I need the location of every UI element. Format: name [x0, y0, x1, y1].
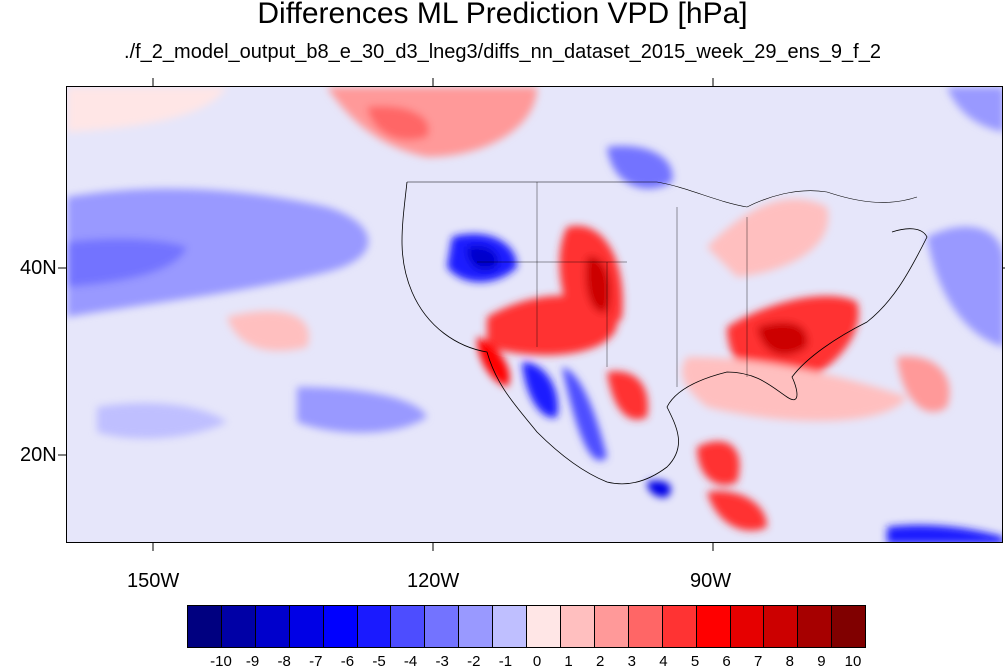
colorbar-label: 4 — [659, 653, 668, 670]
colorbar-label: -10 — [210, 653, 232, 670]
colorbar-cell — [323, 606, 358, 647]
colorbar-label: -4 — [403, 653, 418, 670]
colorbar-label: 2 — [596, 653, 605, 670]
colorbar-cell — [425, 606, 460, 647]
colorbar-label: 0 — [532, 653, 542, 670]
colorbar-label: 3 — [627, 653, 636, 670]
colorbar-cell — [730, 606, 765, 647]
colorbar-label: 6 — [722, 653, 731, 670]
colorbar-cell — [560, 606, 595, 647]
colorbar-label: -7 — [309, 653, 323, 670]
colorbar-cell — [391, 606, 426, 647]
colorbar-label: 9 — [817, 653, 826, 670]
lon-label-120w: 120W — [407, 570, 460, 592]
colorbar-label: -3 — [435, 653, 449, 670]
colorbar-label: 10 — [844, 653, 862, 670]
colorbar-label: 8 — [785, 653, 794, 670]
colorbar — [187, 605, 866, 648]
colorbar-label: -5 — [372, 653, 386, 670]
vpd-difference-map — [66, 86, 1003, 543]
colorbar-cell — [628, 606, 663, 647]
map-subtitle: ./f_2_model_output_b8_e_30_d3_lneg3/diff… — [124, 41, 881, 63]
colorbar-cell — [188, 606, 222, 647]
lat-label-40n: 40N — [20, 257, 57, 279]
colorbar-label: -2 — [467, 653, 481, 670]
lon-label-150w: 150W — [127, 570, 180, 592]
colorbar-cell — [221, 606, 256, 647]
colorbar-cell — [798, 606, 833, 647]
map-title: Differences ML Prediction VPD [hPa] — [257, 0, 748, 30]
colorbar-cell — [289, 606, 324, 647]
colorbar-cell — [696, 606, 731, 647]
colorbar-label: 5 — [690, 653, 700, 670]
colorbar-label: -6 — [340, 653, 355, 670]
map-field — [67, 87, 1002, 542]
colorbar-cell — [527, 606, 561, 647]
lat-label-20n: 20N — [20, 444, 57, 466]
colorbar-cell — [832, 606, 866, 647]
colorbar-cell — [764, 606, 799, 647]
lon-label-90w: 90W — [690, 570, 732, 592]
colorbar-label: -1 — [498, 653, 513, 670]
colorbar-cell — [357, 606, 392, 647]
colorbar-label: -9 — [245, 653, 260, 670]
colorbar-cell — [493, 606, 528, 647]
colorbar-label: 1 — [564, 653, 573, 670]
colorbar-cell — [594, 606, 629, 647]
colorbar-cell — [459, 606, 494, 647]
colorbar-label: -8 — [277, 653, 291, 670]
colorbar-cell — [662, 606, 697, 647]
colorbar-cell — [255, 606, 290, 647]
colorbar-label: 7 — [754, 653, 763, 670]
